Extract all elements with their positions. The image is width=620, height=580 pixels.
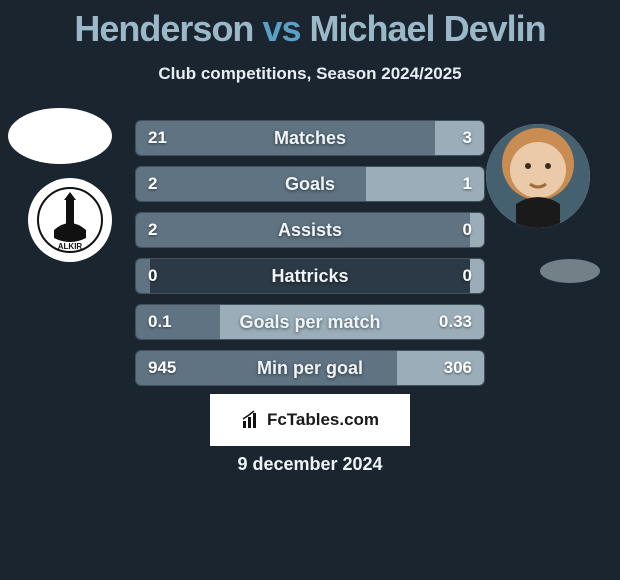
bar-value-right: 0 bbox=[463, 213, 472, 247]
title-vs: vs bbox=[262, 8, 300, 49]
bar-seg-left bbox=[136, 121, 435, 155]
club-badge-icon: ALKIR bbox=[36, 186, 104, 254]
bar-value-right: 306 bbox=[444, 351, 472, 385]
svg-text:ALKIR: ALKIR bbox=[58, 242, 83, 251]
bar-label: Hattricks bbox=[136, 259, 484, 293]
bar-row: 0 0Hattricks bbox=[135, 258, 485, 294]
bar-value-left: 2 bbox=[148, 167, 157, 201]
page-title: Henderson vs Michael Devlin bbox=[0, 0, 620, 50]
bar-seg-left bbox=[136, 167, 366, 201]
bar-seg-right bbox=[435, 121, 484, 155]
bar-row: 945306Min per goal bbox=[135, 350, 485, 386]
bar-row: 0.10.33Goals per match bbox=[135, 304, 485, 340]
bar-row: 213Matches bbox=[135, 120, 485, 156]
bar-row: 20Assists bbox=[135, 212, 485, 248]
bar-value-left: 945 bbox=[148, 351, 176, 385]
title-player2: Michael Devlin bbox=[310, 8, 546, 49]
player-left-club-badge: ALKIR bbox=[28, 178, 112, 262]
date: 9 december 2024 bbox=[0, 454, 620, 475]
bar-value-right: 3 bbox=[463, 121, 472, 155]
comparison-bars: 213Matches21Goals20Assists00Hattricks0.1… bbox=[135, 120, 485, 396]
bar-value-left: 0.1 bbox=[148, 305, 172, 339]
bar-value-right: 1 bbox=[463, 167, 472, 201]
subtitle: Club competitions, Season 2024/2025 bbox=[0, 64, 620, 84]
bar-seg-left bbox=[136, 213, 470, 247]
watermark: FcTables.com bbox=[210, 394, 410, 446]
title-player1: Henderson bbox=[74, 8, 253, 49]
chart-icon bbox=[241, 410, 261, 430]
bar-value-right: 0 bbox=[463, 259, 472, 293]
bar-value-right: 0.33 bbox=[439, 305, 472, 339]
player-right-avatar bbox=[486, 124, 590, 228]
bar-value-left: 2 bbox=[148, 213, 157, 247]
player-left-avatar bbox=[8, 108, 112, 164]
player-right-shadow bbox=[540, 259, 600, 283]
bar-value-left: 0 bbox=[148, 259, 157, 293]
watermark-text: FcTables.com bbox=[267, 410, 379, 430]
bar-seg-right bbox=[470, 259, 484, 293]
bar-seg-right bbox=[470, 213, 484, 247]
bar-value-left: 21 bbox=[148, 121, 167, 155]
bar-row: 21Goals bbox=[135, 166, 485, 202]
